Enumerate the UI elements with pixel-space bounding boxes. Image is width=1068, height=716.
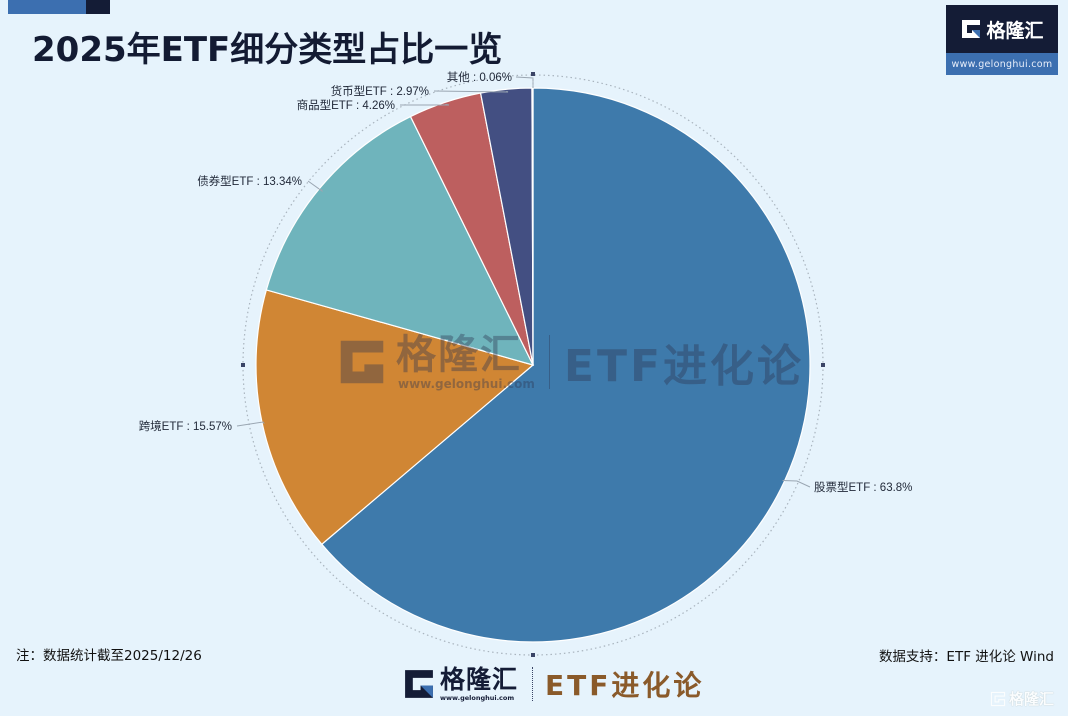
pie-leader-lines bbox=[236, 76, 811, 488]
leader-line bbox=[307, 180, 323, 193]
pie-slices bbox=[255, 87, 811, 643]
slice-label: 其他 : 0.06% bbox=[447, 71, 512, 84]
data-source-note: 数据支持：ETF 进化论 Wind bbox=[878, 649, 1054, 665]
ring-handle-bottom bbox=[531, 653, 535, 657]
leader-line bbox=[515, 76, 534, 88]
accent-bar-blue bbox=[8, 0, 86, 14]
footer-brand: 格隆汇 www.gelonghui.com ETF进化论 bbox=[402, 664, 704, 704]
data-date-note: 注：数据统计截至2025/12/26 bbox=[16, 648, 202, 664]
brand-logo: 格隆汇 www.gelonghui.com bbox=[946, 5, 1058, 75]
footer-brand-url: www.gelonghui.com bbox=[440, 694, 515, 702]
slice-label: 货币型ETF : 2.97% bbox=[331, 84, 429, 98]
pie-labels: 股票型ETF : 63.8% 跨境ETF : 15.57% 债券型ETF : 13.… bbox=[139, 71, 913, 494]
footer-divider bbox=[532, 667, 534, 701]
leader-line bbox=[236, 421, 265, 427]
corner-g-icon bbox=[990, 691, 1006, 706]
footer-etf-name: ETF进化论 bbox=[545, 669, 705, 702]
ring-handle-right bbox=[821, 363, 825, 367]
pie-slice bbox=[265, 115, 535, 366]
brand-name: 格隆汇 bbox=[986, 19, 1044, 42]
slice-label: 股票型ETF : 63.8% bbox=[814, 480, 912, 494]
footer-g-icon bbox=[405, 670, 433, 698]
ring-handle-left bbox=[241, 363, 245, 367]
pie-slice bbox=[255, 289, 535, 546]
pie-slice bbox=[320, 87, 811, 643]
accent-bar-dark bbox=[86, 0, 110, 14]
slice-label: 债券型ETF : 13.34% bbox=[197, 174, 302, 188]
ring-handle-top bbox=[531, 72, 535, 76]
gelonghui-g-icon bbox=[962, 20, 981, 38]
corner-watermark-text: 格隆汇 bbox=[1009, 690, 1055, 708]
slice-label: 商品型ETF : 4.26% bbox=[297, 98, 395, 112]
slice-label: 跨境ETF : 15.57% bbox=[139, 419, 232, 433]
leader-line bbox=[782, 480, 811, 488]
header-accent-bar bbox=[8, 0, 110, 14]
page-title: 2025年ETF细分类型占比一览 bbox=[32, 30, 503, 70]
brand-url: www.gelonghui.com bbox=[946, 53, 1058, 75]
leader-line bbox=[433, 90, 509, 93]
footer-brand-name: 格隆汇 bbox=[440, 665, 519, 694]
ring-handles bbox=[241, 72, 825, 657]
corner-watermark: 格隆汇 bbox=[990, 688, 1054, 709]
leader-line bbox=[400, 103, 450, 106]
